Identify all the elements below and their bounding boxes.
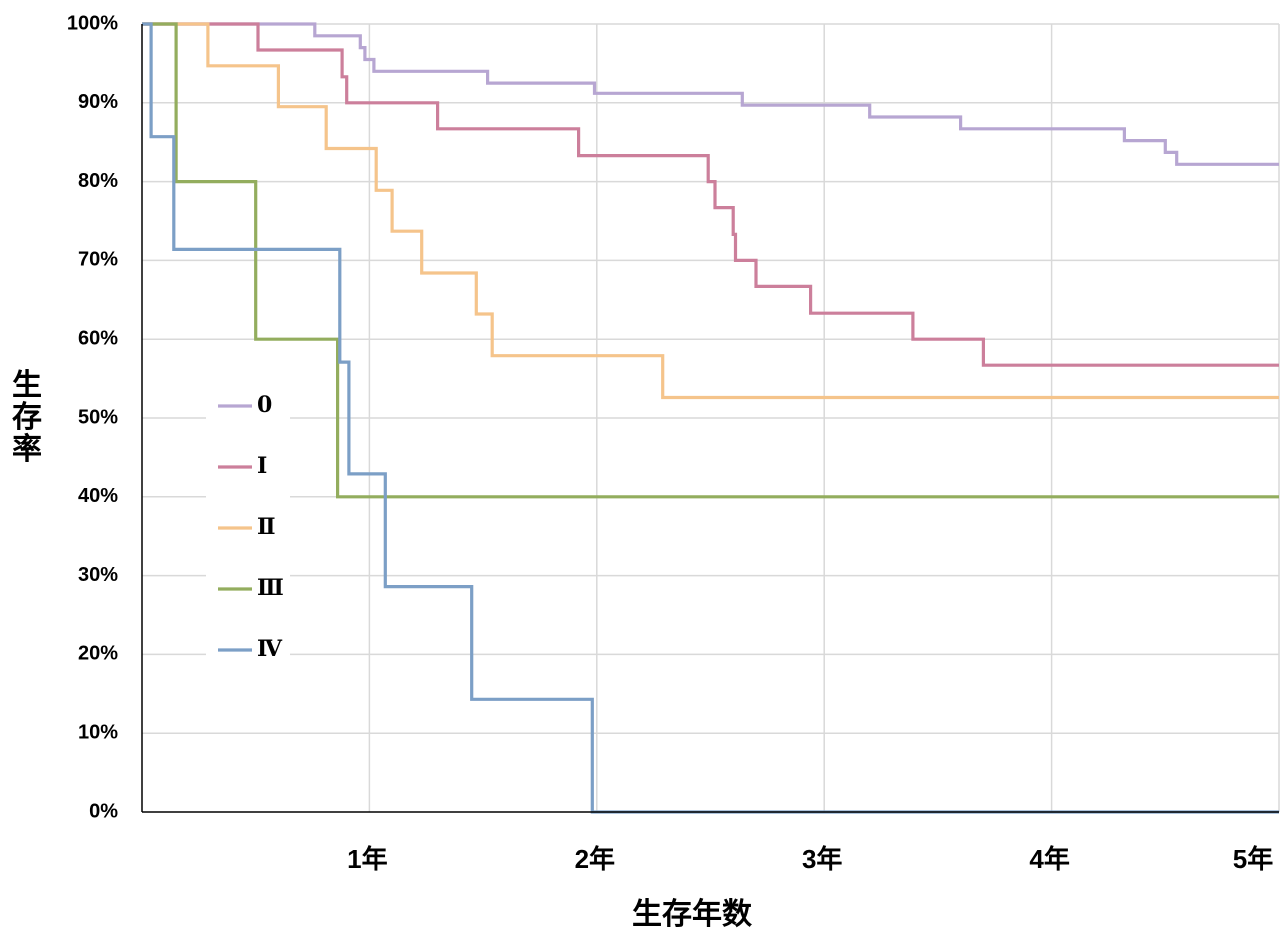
y-tick-labels: 0% 10% 20% 30% 40% 50% 60% 70% 80% 90% 100% bbox=[67, 12, 118, 822]
legend-label-2: Ⅱ bbox=[257, 514, 276, 540]
series-lines bbox=[142, 22, 1279, 814]
legend-label-1: Ⅰ bbox=[257, 453, 267, 479]
y-tick-label-6: 60% bbox=[78, 327, 118, 349]
y-axis-label-char-2: 率 bbox=[12, 433, 42, 466]
series-line-2 bbox=[142, 22, 1279, 400]
y-tick-label-1: 10% bbox=[78, 721, 118, 743]
legend-label-3: Ⅲ bbox=[257, 575, 284, 601]
y-axis-label-char-0: 生 bbox=[12, 369, 42, 402]
y-tick-label-8: 80% bbox=[78, 170, 118, 192]
y-tick-label-5: 50% bbox=[78, 406, 118, 428]
series-line-4 bbox=[142, 22, 1279, 814]
y-tick-label-9: 90% bbox=[78, 91, 118, 113]
x-tick-label-3: 4年 bbox=[1029, 844, 1069, 874]
y-tick-label-0: 0% bbox=[89, 800, 118, 822]
legend-label-0: 0 bbox=[257, 392, 272, 418]
y-tick-label-3: 30% bbox=[78, 564, 118, 586]
y-tick-label-7: 70% bbox=[78, 249, 118, 271]
y-tick-label-4: 40% bbox=[78, 485, 118, 507]
series-line-1 bbox=[142, 22, 1279, 367]
x-tick-label-4: 5年 bbox=[1233, 844, 1273, 874]
x-tick-label-1: 2年 bbox=[575, 844, 615, 874]
legend-background bbox=[206, 374, 290, 674]
y-tick-label-10: 100% bbox=[67, 12, 118, 34]
legend-label-4: Ⅳ bbox=[257, 636, 283, 662]
series-line-3 bbox=[142, 22, 1279, 499]
x-tick-label-0: 1年 bbox=[347, 844, 387, 874]
series-line-0 bbox=[142, 22, 1279, 166]
x-tick-label-2: 3年 bbox=[802, 844, 842, 874]
x-tick-labels: 1年 2年 3年 4年 5年 bbox=[347, 844, 1273, 874]
gridlines bbox=[142, 23, 1280, 812]
y-tick-label-2: 20% bbox=[78, 643, 118, 665]
x-axis-label: 生存年数 bbox=[632, 898, 753, 929]
legend: 0 Ⅰ Ⅱ Ⅲ Ⅳ bbox=[206, 374, 290, 674]
y-axis-label-char-1: 存 bbox=[12, 401, 42, 434]
y-axis-label: 生存率 bbox=[12, 369, 42, 466]
axes bbox=[141, 24, 1279, 813]
